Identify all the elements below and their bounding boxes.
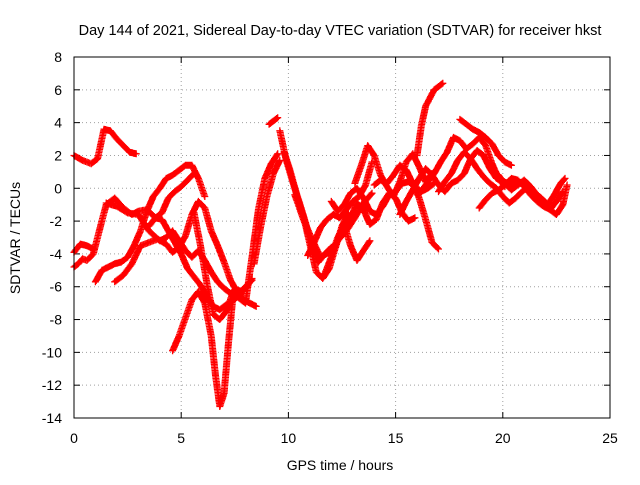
markers-arc-08 [169,288,237,410]
series-arc-18 [340,189,419,235]
tick-labels: 0 5 10 15 20 25 -14 -12 -10 -8 -6 -4 -2 0 2 4 6 8 [42,49,618,446]
x-tick-label-20: 20 [495,430,511,446]
series-arc-08 [169,288,237,410]
y-tick-label-0: 0 [54,180,62,196]
series-arc-23 [417,133,509,196]
y-tick-label--4: -4 [50,246,63,262]
markers-arc-01 [70,125,140,168]
series-arc-01 [70,125,140,168]
series-arc-11 [265,114,282,128]
y-tick-label--8: -8 [50,312,63,328]
y-tick-label-4: 4 [54,115,62,131]
markers-arc-23 [417,133,509,196]
y-tick-label--14: -14 [42,410,62,426]
series-arc-12 [276,127,335,266]
x-tick-label-5: 5 [177,430,185,446]
series-arc-25 [456,115,515,169]
y-tick-label--6: -6 [50,279,63,295]
series-arc-04 [91,161,209,286]
y-tick-label-2: 2 [54,147,62,163]
chart-title: Day 144 of 2021, Sidereal Day-to-day VTE… [79,23,602,39]
x-tick-label-0: 0 [70,430,78,446]
x-tick-label-25: 25 [602,430,618,446]
markers-arc-04 [91,161,209,286]
series-arc-15 [304,158,376,259]
series-arc-10 [250,156,284,268]
markers-arc-27 [495,171,571,218]
series-arc-20 [370,161,442,253]
y-tick-label--10: -10 [42,344,62,360]
y-tick-label--2: -2 [50,213,63,229]
markers-arc-11 [265,114,282,128]
plot-frame [73,56,611,419]
markers-arc-12 [276,127,335,266]
x-tick-label-10: 10 [281,430,297,446]
series-arc-27 [495,171,571,218]
x-axis-label: GPS time / hours [287,457,394,473]
y-tick-label-6: 6 [54,82,62,98]
y-axis-label: SDTVAR / TECUs [7,182,23,294]
markers-arc-25 [456,115,515,169]
y-tick-label--12: -12 [42,377,62,393]
data-marks [70,79,571,410]
y-tick-label-8: 8 [54,49,62,65]
series-arc-22 [413,79,447,159]
markers-arc-10 [250,156,284,268]
markers-arc-18 [340,189,419,235]
markers-arc-15 [304,158,376,259]
markers-arc-22 [413,79,447,159]
markers-arc-20 [370,161,442,253]
x-tick-label-15: 15 [388,430,404,446]
